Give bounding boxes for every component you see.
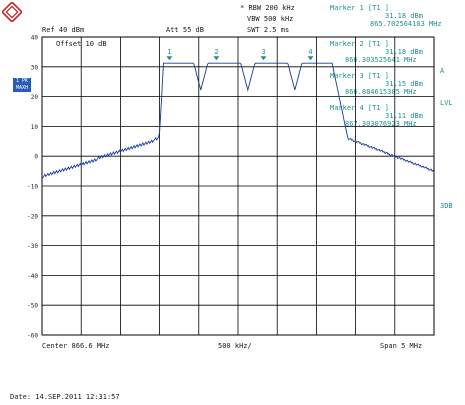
- ref-setting: Ref 40 dBm: [42, 26, 84, 34]
- y-tick-label: 40: [31, 35, 39, 42]
- marker-4-triangle: [307, 56, 314, 61]
- att-setting: Att 55 dB: [166, 26, 204, 34]
- y-tick-label: -10: [27, 184, 38, 191]
- y-tick-label: 30: [31, 64, 39, 71]
- span-setting: Span 5 MHz: [380, 342, 422, 350]
- marker-2-label: 2: [214, 48, 218, 56]
- att-label: Att: [166, 26, 179, 34]
- ref-label: Ref: [42, 26, 55, 34]
- trace-mode-line1: 1 PK: [15, 78, 29, 84]
- swt-label: SWT: [247, 26, 260, 34]
- right-label-3db: 3DB: [440, 202, 453, 210]
- marker-3-triangle: [260, 56, 267, 61]
- marker-2-level: 31.18 dBm: [385, 48, 423, 56]
- center-label: Center: [42, 342, 68, 350]
- marker-4-freq: 867.303076923 MHz: [345, 120, 417, 128]
- span-value: 5 MHz: [401, 342, 423, 350]
- marker-1-level: 31.18 dBm: [385, 12, 423, 20]
- marker-1-triangle: [166, 56, 173, 61]
- timestamp: Date: 14.SEP.2011 12:31:57: [10, 393, 120, 401]
- marker-4-level: 31.11 dBm: [385, 112, 423, 120]
- center-value: 866.6 MHz: [71, 342, 110, 350]
- time-value: 12:31:57: [85, 393, 120, 401]
- vbw-setting: VBW 500 kHz: [247, 15, 293, 23]
- trace-mode-line2: MAXH: [15, 85, 29, 91]
- marker-1-freq: 865.702564103 MHz: [370, 20, 442, 28]
- marker-3-label: 3: [261, 48, 265, 56]
- span-label: Span: [380, 342, 397, 350]
- rbw-label: RBW: [248, 4, 262, 12]
- marker-4-readout: Marker 4 [T1 ] 31.11 dBm 867.303076923 M…: [330, 104, 423, 128]
- vbw-value: 500 kHz: [263, 15, 294, 23]
- y-tick-label: -20: [27, 213, 38, 220]
- y-tick-label: -60: [27, 333, 38, 340]
- right-label-a: A: [440, 67, 445, 75]
- center-freq: Center 866.6 MHz: [42, 342, 109, 350]
- marker-4-title: Marker 4 [T1 ]: [330, 104, 390, 112]
- marker-1-label: 1: [167, 48, 171, 56]
- marker-1-readout: Marker 1 [T1 ] 31.18 dBm 865.702564103 M…: [330, 4, 442, 28]
- div-value: 500 kHz/: [218, 342, 252, 350]
- marker-1-title: Marker 1 [T1 ]: [330, 4, 390, 12]
- y-tick-label: -30: [27, 243, 38, 250]
- marker-4-label: 4: [308, 48, 312, 56]
- y-tick-label: -40: [27, 273, 38, 280]
- swt-setting: SWT 2.5 ms: [247, 26, 289, 34]
- y-tick-label: 10: [31, 124, 39, 131]
- offset-value: 10 dB: [85, 40, 107, 48]
- marker-2-readout: Marker 2 [T1 ] 31.18 dBm 866.303525641 M…: [330, 40, 423, 64]
- marker-3-title: Marker 3 [T1 ]: [330, 72, 390, 80]
- marker-3-freq: 866.884615385 MHz: [345, 88, 417, 96]
- rohde-schwarz-logo-icon: [2, 2, 22, 22]
- marker-3-readout: Marker 3 [T1 ] 31.15 dBm 866.884615385 M…: [330, 72, 423, 96]
- trace-mode-badge: 1 PK MAXH: [13, 78, 31, 92]
- offset-setting: Offset 10 dB: [56, 40, 107, 48]
- ref-value: 40 dBm: [58, 26, 85, 34]
- spectrum-trace: [41, 62, 435, 180]
- date-label: Date:: [10, 393, 32, 401]
- y-tick-label: -50: [27, 303, 38, 310]
- right-label-lvl: LVL: [440, 99, 453, 107]
- marker-2-triangle: [213, 56, 220, 61]
- marker-2-title: Marker 2 [T1 ]: [330, 40, 390, 48]
- date-value: 14.SEP.2011: [35, 393, 82, 401]
- marker-star: *: [240, 4, 245, 12]
- y-tick-label: 20: [31, 94, 39, 101]
- att-value: 55 dB: [182, 26, 204, 34]
- offset-label: Offset: [56, 40, 82, 48]
- rbw-setting: * RBW 200 kHz: [240, 4, 295, 12]
- y-tick-label: 0: [34, 154, 38, 161]
- rbw-value: 200 kHz: [265, 4, 295, 12]
- vbw-label: VBW: [247, 15, 260, 23]
- marker-2-freq: 866.303525641 MHz: [345, 56, 417, 64]
- marker-3-level: 31.15 dBm: [385, 80, 423, 88]
- swt-value: 2.5 ms: [263, 26, 290, 34]
